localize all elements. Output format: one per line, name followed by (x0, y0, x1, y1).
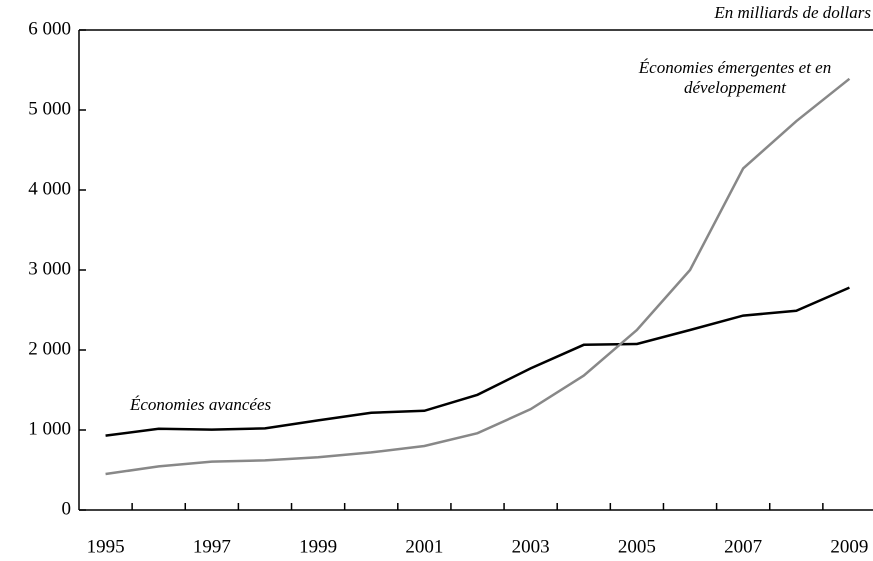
series-line (105, 286, 850, 437)
x-tick-label: 2001 (405, 536, 443, 557)
series-label: Économies émergentes et en développement (638, 58, 832, 97)
y-tick-label: 6 000 (28, 18, 71, 39)
x-tick-label: 1999 (299, 536, 337, 557)
x-tick-label: 2007 (724, 536, 762, 557)
y-tick-label: 1 000 (28, 418, 71, 439)
x-tick-label: 2005 (618, 536, 656, 557)
x-tick-label: 2003 (512, 536, 550, 557)
y-tick-label: 5 000 (28, 98, 71, 119)
x-tick-label: 2009 (830, 536, 868, 557)
y-tick-label: 3 000 (28, 258, 71, 279)
series-line (105, 77, 851, 476)
series-label: Économies avancées (129, 395, 272, 414)
y-tick-label: 0 (62, 498, 72, 519)
x-tick-label: 1997 (193, 536, 231, 557)
unit-note: En milliards de dollars (713, 3, 871, 22)
y-tick-label: 2 000 (28, 338, 71, 359)
series-label-box: Économies émergentes et en développement (638, 58, 832, 97)
x-tick-label: 1995 (87, 536, 125, 557)
y-tick-label: 4 000 (28, 178, 71, 199)
